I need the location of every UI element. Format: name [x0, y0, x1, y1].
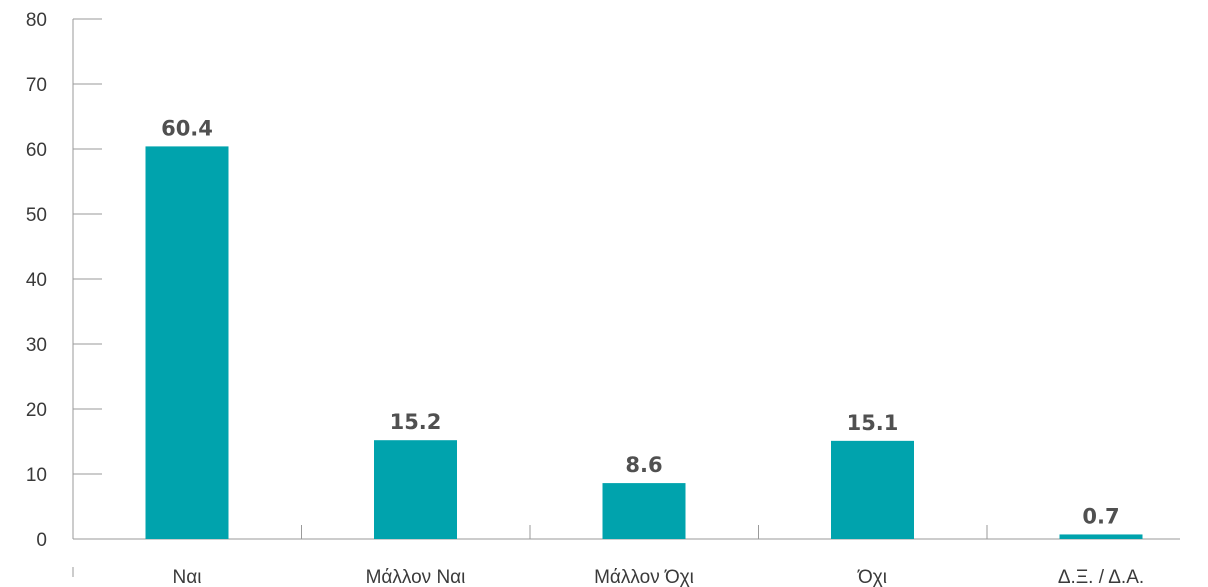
bar	[145, 146, 229, 539]
y-tick-label: 70	[26, 75, 47, 96]
x-category-label: Μάλλον Ναι	[366, 567, 466, 587]
bar	[1059, 534, 1143, 539]
data-label: 8.6	[625, 453, 662, 477]
y-tick-label: 0	[36, 530, 47, 551]
y-tick-label: 40	[26, 270, 47, 291]
y-tick-label: 10	[26, 465, 47, 486]
x-category-label: Μάλλον Όχι	[594, 567, 694, 587]
x-category-label: Ναι	[173, 567, 202, 587]
data-label: 60.4	[161, 116, 213, 140]
bar	[831, 440, 914, 539]
bars-group	[145, 146, 1143, 539]
x-category-label: Όχι	[857, 567, 887, 587]
category-labels-group: Ναι Μάλλον Ναι Μάλλον Όχι Όχι Δ.Ξ. / Δ.Α.	[173, 567, 1145, 587]
y-tick-label: 60	[26, 140, 47, 161]
data-label: 15.1	[847, 411, 899, 435]
y-tick-label: 30	[26, 335, 47, 356]
x-category-label: Δ.Ξ. / Δ.Α.	[1058, 567, 1144, 587]
data-labels-group: 60.4 15.2 8.6 15.1 0.7	[161, 116, 1120, 528]
y-tick-label: 80	[26, 10, 47, 31]
y-ticks-group: 0 10 20 30 40 50 60 70 80	[26, 10, 102, 551]
y-tick-label: 20	[26, 400, 47, 421]
y-tick-label: 50	[26, 205, 47, 226]
data-label: 15.2	[390, 410, 442, 434]
data-label: 0.7	[1082, 504, 1119, 528]
bar	[374, 440, 457, 539]
bar	[602, 483, 686, 539]
